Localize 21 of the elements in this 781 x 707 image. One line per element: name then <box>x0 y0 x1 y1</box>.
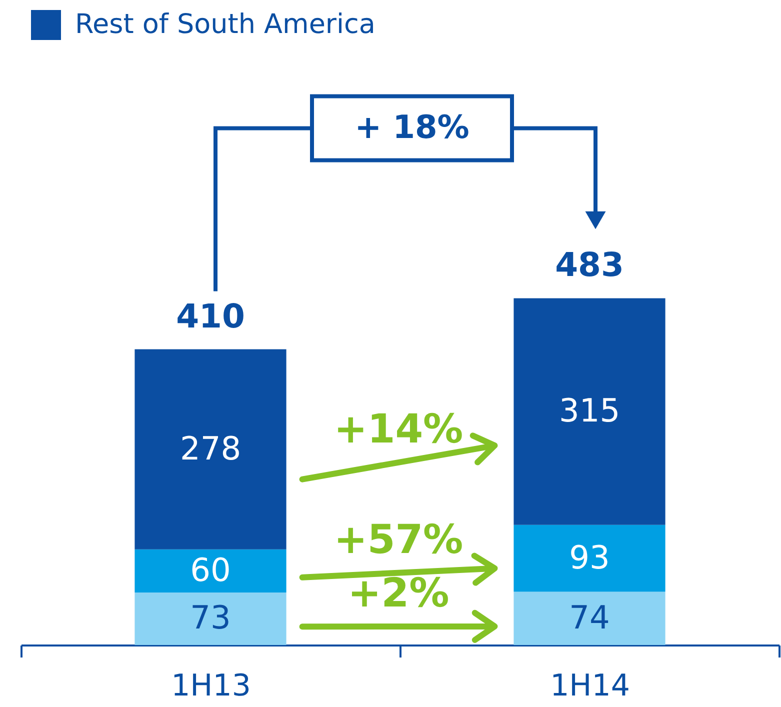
data-label: 93 <box>569 538 610 576</box>
data-label: 73 <box>190 598 231 637</box>
text: + 18% <box>354 108 470 146</box>
total-label: 410 <box>176 296 245 336</box>
legend-label: Rest of South America <box>75 9 376 40</box>
bar <box>514 592 666 645</box>
bar <box>134 549 286 592</box>
x-tick-label: 1H14 <box>550 668 630 704</box>
bar <box>134 349 286 550</box>
data-label: 315 <box>558 392 620 430</box>
annotation: +14% <box>334 406 464 452</box>
total-label: 483 <box>555 245 624 284</box>
annotation: +2% <box>348 570 450 616</box>
bar <box>514 298 666 525</box>
data-label: 60 <box>190 550 231 589</box>
x-tick-label: 1H13 <box>171 668 251 704</box>
bar <box>514 524 666 592</box>
bar <box>134 592 286 645</box>
annotation: +57% <box>334 516 464 563</box>
data-label: 74 <box>569 598 610 636</box>
data-label: 278 <box>180 429 242 468</box>
